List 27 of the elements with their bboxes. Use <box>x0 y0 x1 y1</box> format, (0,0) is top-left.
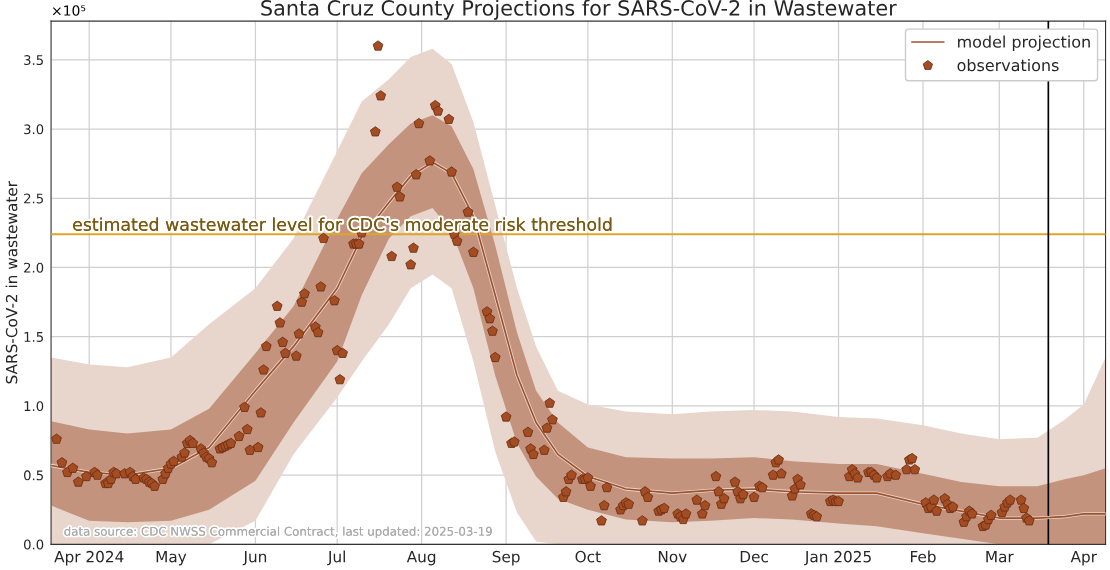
text: ×10⁵ <box>52 5 86 16</box>
y-tick-label: 2.5 <box>24 193 43 204</box>
x-tick-label: Dec <box>740 551 768 563</box>
x-tick-label: Apr 2024 <box>54 550 124 566</box>
chart-title: Santa Cruz County Projections for SARS-CoV-2 in Wastewater <box>261 0 897 20</box>
y-tick-label: 1.5 <box>24 332 43 342</box>
x-tick-label: Sep <box>492 550 520 566</box>
x-tick-label: Aug <box>406 551 436 566</box>
x-tick-label: Apr <box>1070 551 1097 566</box>
y-tick-label: 3.0 <box>24 124 44 135</box>
x-tick-label: May <box>156 551 187 566</box>
annotation: data source: CDC NWSS Commercial Contract, last updated: 2025-03-19 <box>64 526 492 539</box>
y-tick-label: 2.0 <box>24 262 44 273</box>
legend-label: model projection <box>958 35 1090 51</box>
x-tick-label: Feb <box>910 550 936 563</box>
y-axis-title: SARS-CoV-2 in wastewater <box>5 181 18 384</box>
y-tick-label: 1.0 <box>24 401 44 412</box>
x-tick-label: Oct <box>575 550 601 563</box>
x-tick-label: Nov <box>658 551 687 563</box>
x-tick-label: Mar <box>986 551 1014 563</box>
y-tick-label: 3.5 <box>24 55 43 66</box>
y-tick-label: 0.0 <box>24 539 44 550</box>
x-tick-label: Jul <box>327 550 345 566</box>
legend-label: observations <box>957 58 1059 72</box>
x-tick-label: Jun <box>242 551 267 566</box>
y-tick-label: 0.5 <box>24 470 43 481</box>
x-tick-label: Jan 2025 <box>804 550 871 566</box>
